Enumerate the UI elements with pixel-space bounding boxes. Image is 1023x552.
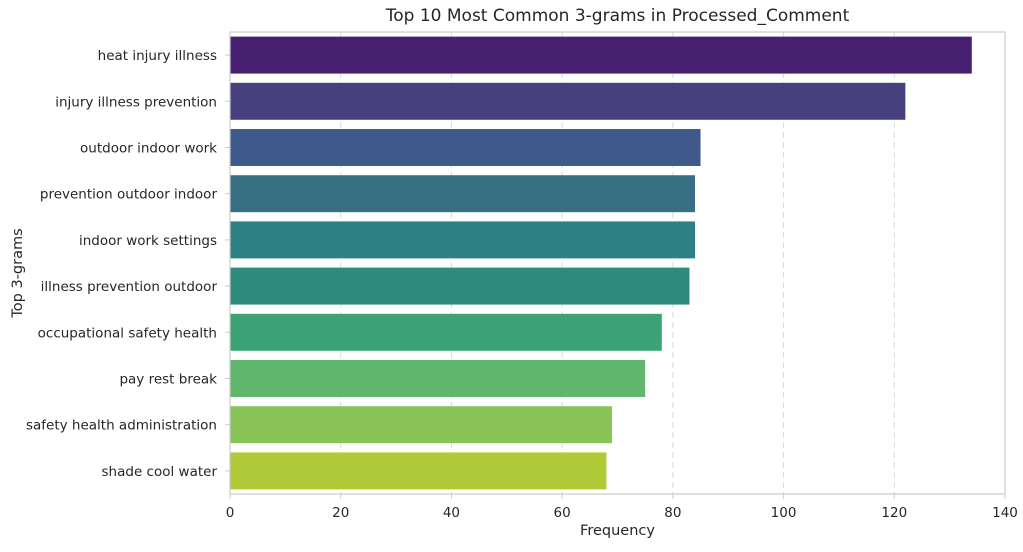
plot-frame <box>229 31 1006 495</box>
chart-title: Top 10 Most Common 3-grams in Processed_… <box>385 6 850 26</box>
y-tick-label: pay rest break <box>119 372 217 388</box>
y-tick-label: illness prevention outdoor <box>41 279 218 295</box>
y-tick-label: indoor work settings <box>79 233 217 249</box>
y-tick-label: safety health administration <box>26 418 217 434</box>
y-tick-label: prevention outdoor indoor <box>40 187 218 203</box>
bar <box>230 129 701 166</box>
y-tick-label: shade cool water <box>102 464 218 480</box>
x-tick-label: 80 <box>664 505 681 521</box>
y-tick-label: outdoor indoor work <box>80 141 217 157</box>
bar <box>230 406 612 444</box>
x-tick-label: 60 <box>554 505 571 521</box>
y-tick-label: injury illness prevention <box>55 94 217 110</box>
y-tick-label: occupational safety health <box>38 325 217 341</box>
y-tick-label: heat injury illness <box>98 48 217 64</box>
x-tick-label: 120 <box>881 505 907 521</box>
x-axis-label: Frequency <box>580 523 655 539</box>
x-tick-label: 140 <box>992 505 1018 521</box>
bar <box>230 175 695 213</box>
bar <box>230 360 646 397</box>
bar <box>230 313 662 351</box>
x-tick-label: 0 <box>226 505 235 521</box>
y-axis-label: Top 3-grams <box>10 228 26 318</box>
bar <box>230 82 906 120</box>
bar <box>230 452 607 490</box>
x-tick-label: 40 <box>443 505 460 521</box>
bar <box>230 267 690 305</box>
bar <box>230 36 972 74</box>
x-tick-label: 20 <box>332 505 349 521</box>
bar <box>230 221 695 259</box>
x-tick-label: 100 <box>771 505 797 521</box>
